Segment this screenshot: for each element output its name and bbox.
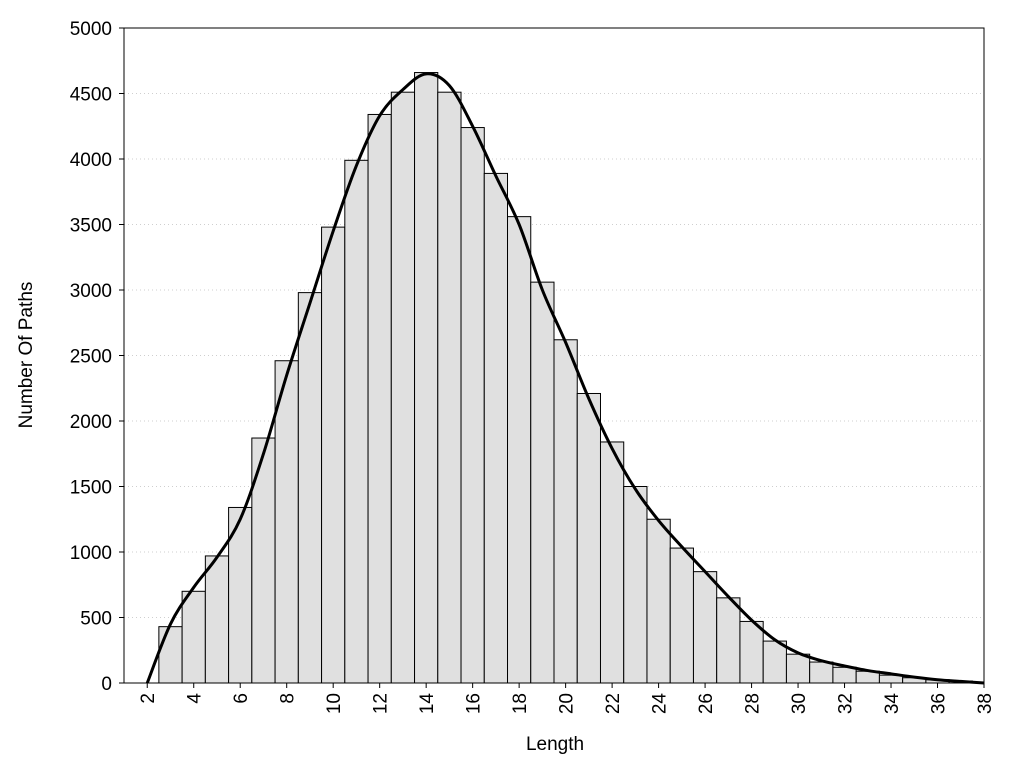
y-axis-label: Number Of Paths xyxy=(16,282,37,429)
bar xyxy=(321,226,346,684)
bar xyxy=(762,640,787,684)
bar xyxy=(390,91,416,684)
bar xyxy=(204,555,230,684)
x-tick-label: 10 xyxy=(324,693,345,714)
x-tick-label: 24 xyxy=(650,693,671,715)
x-tick-label: 26 xyxy=(696,693,717,714)
x-axis-label: Length xyxy=(526,734,584,755)
y-tick-label: 5000 xyxy=(70,19,112,40)
x-tick-label: 2 xyxy=(138,693,159,704)
bar xyxy=(530,281,555,684)
bar xyxy=(274,360,299,684)
bar xyxy=(809,661,834,684)
bar xyxy=(297,292,323,684)
x-tick-label: 16 xyxy=(464,693,485,714)
y-tick-label: 1500 xyxy=(70,478,112,499)
y-tick-label: 2500 xyxy=(70,347,112,368)
bar xyxy=(158,626,183,684)
x-tick-label: 12 xyxy=(371,693,392,714)
y-tick-label: 3000 xyxy=(70,281,112,302)
bar xyxy=(785,653,811,684)
bar xyxy=(576,392,601,684)
bar xyxy=(414,72,439,684)
y-tick-label: 500 xyxy=(80,609,112,630)
y-tick-label: 2000 xyxy=(70,412,112,433)
bar xyxy=(739,620,764,684)
x-tick-label: 30 xyxy=(789,693,810,714)
y-tick-label: 1000 xyxy=(70,543,112,564)
bar xyxy=(483,172,509,684)
x-tick-label: 22 xyxy=(603,693,624,714)
x-tick-label: 20 xyxy=(557,693,578,714)
x-tick-label: 32 xyxy=(836,693,857,714)
x-tick-label: 28 xyxy=(743,693,764,714)
bar xyxy=(646,518,671,684)
bar xyxy=(832,666,857,684)
x-tick-label: 4 xyxy=(185,693,206,704)
bar xyxy=(599,441,625,684)
bar xyxy=(367,113,392,684)
bar xyxy=(623,486,648,684)
x-tick-label: 18 xyxy=(510,693,531,714)
bar xyxy=(692,571,718,684)
y-tick-label: 0 xyxy=(101,674,112,695)
x-tick-label: 8 xyxy=(278,693,299,704)
x-tick-label: 34 xyxy=(882,693,903,715)
bar xyxy=(553,339,578,684)
y-tick-label: 4000 xyxy=(70,150,112,171)
bar xyxy=(716,597,741,684)
bar xyxy=(181,590,206,684)
bar xyxy=(507,216,532,684)
bar xyxy=(344,159,369,684)
x-tick-label: 6 xyxy=(231,693,252,704)
bar xyxy=(460,127,485,684)
bar xyxy=(437,91,462,684)
line xyxy=(145,72,985,685)
y-tick-label: 3500 xyxy=(70,216,112,237)
x-tick-label: 36 xyxy=(929,693,950,714)
plot-frame xyxy=(123,27,985,684)
x-tick-label: 38 xyxy=(975,693,996,714)
bar xyxy=(669,547,694,684)
y-tick-label: 4500 xyxy=(70,85,112,106)
x-tick-label: 14 xyxy=(417,693,438,715)
